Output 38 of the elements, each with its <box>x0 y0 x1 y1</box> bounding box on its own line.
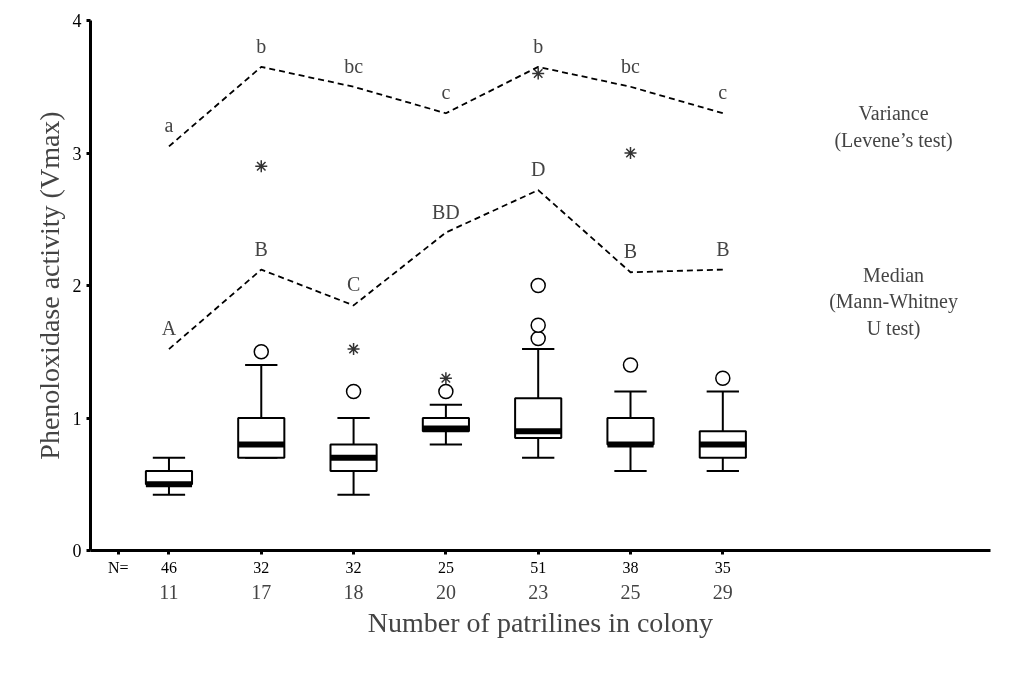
data-label: bc <box>344 54 364 77</box>
text: N= <box>107 558 129 576</box>
x-tick-label: 18 <box>343 580 364 603</box>
text: 25 <box>437 558 454 576</box>
x-axis-title: Number of patrilines in colony <box>367 606 714 638</box>
y-axis-title: Phenoloxidase activity (Vmax) <box>33 111 65 460</box>
data-label: b <box>533 34 544 57</box>
x-tick-label: 11 <box>159 580 179 603</box>
data-label: bc <box>621 54 641 77</box>
text: 35 <box>714 558 731 576</box>
data-label: b <box>256 34 267 57</box>
data-label: c <box>441 81 451 104</box>
x-tick-label: 20 <box>435 580 456 603</box>
text: Variance (Levene’s test) <box>834 102 953 152</box>
y-tick-label: 0 <box>72 541 82 561</box>
text: 51 <box>530 558 547 576</box>
y-tick-label: 4 <box>72 11 82 31</box>
text: 38 <box>622 558 639 576</box>
text: 32 <box>345 558 362 576</box>
data-label: a <box>164 114 174 137</box>
x-tick-label: 23 <box>528 580 549 603</box>
data-label: B <box>623 240 638 263</box>
x-tick-label: 25 <box>620 580 641 603</box>
text: Median (Mann-Whitney U test) <box>829 264 959 340</box>
y-tick-label: 1 <box>72 408 82 429</box>
text: 46 <box>160 558 177 576</box>
data-label: C <box>346 273 361 296</box>
y-tick-label: 3 <box>72 143 82 164</box>
y-tick-label: 2 <box>72 276 82 296</box>
data-label: B <box>716 237 730 260</box>
data-label: A <box>161 317 177 340</box>
data-label: BD <box>431 200 460 223</box>
data-label: D <box>530 158 546 181</box>
text: 32 <box>253 558 270 576</box>
data-label: B <box>254 237 268 260</box>
x-tick-label: 29 <box>712 580 733 603</box>
data-label: c <box>718 81 728 104</box>
x-tick-label: 17 <box>251 580 272 603</box>
